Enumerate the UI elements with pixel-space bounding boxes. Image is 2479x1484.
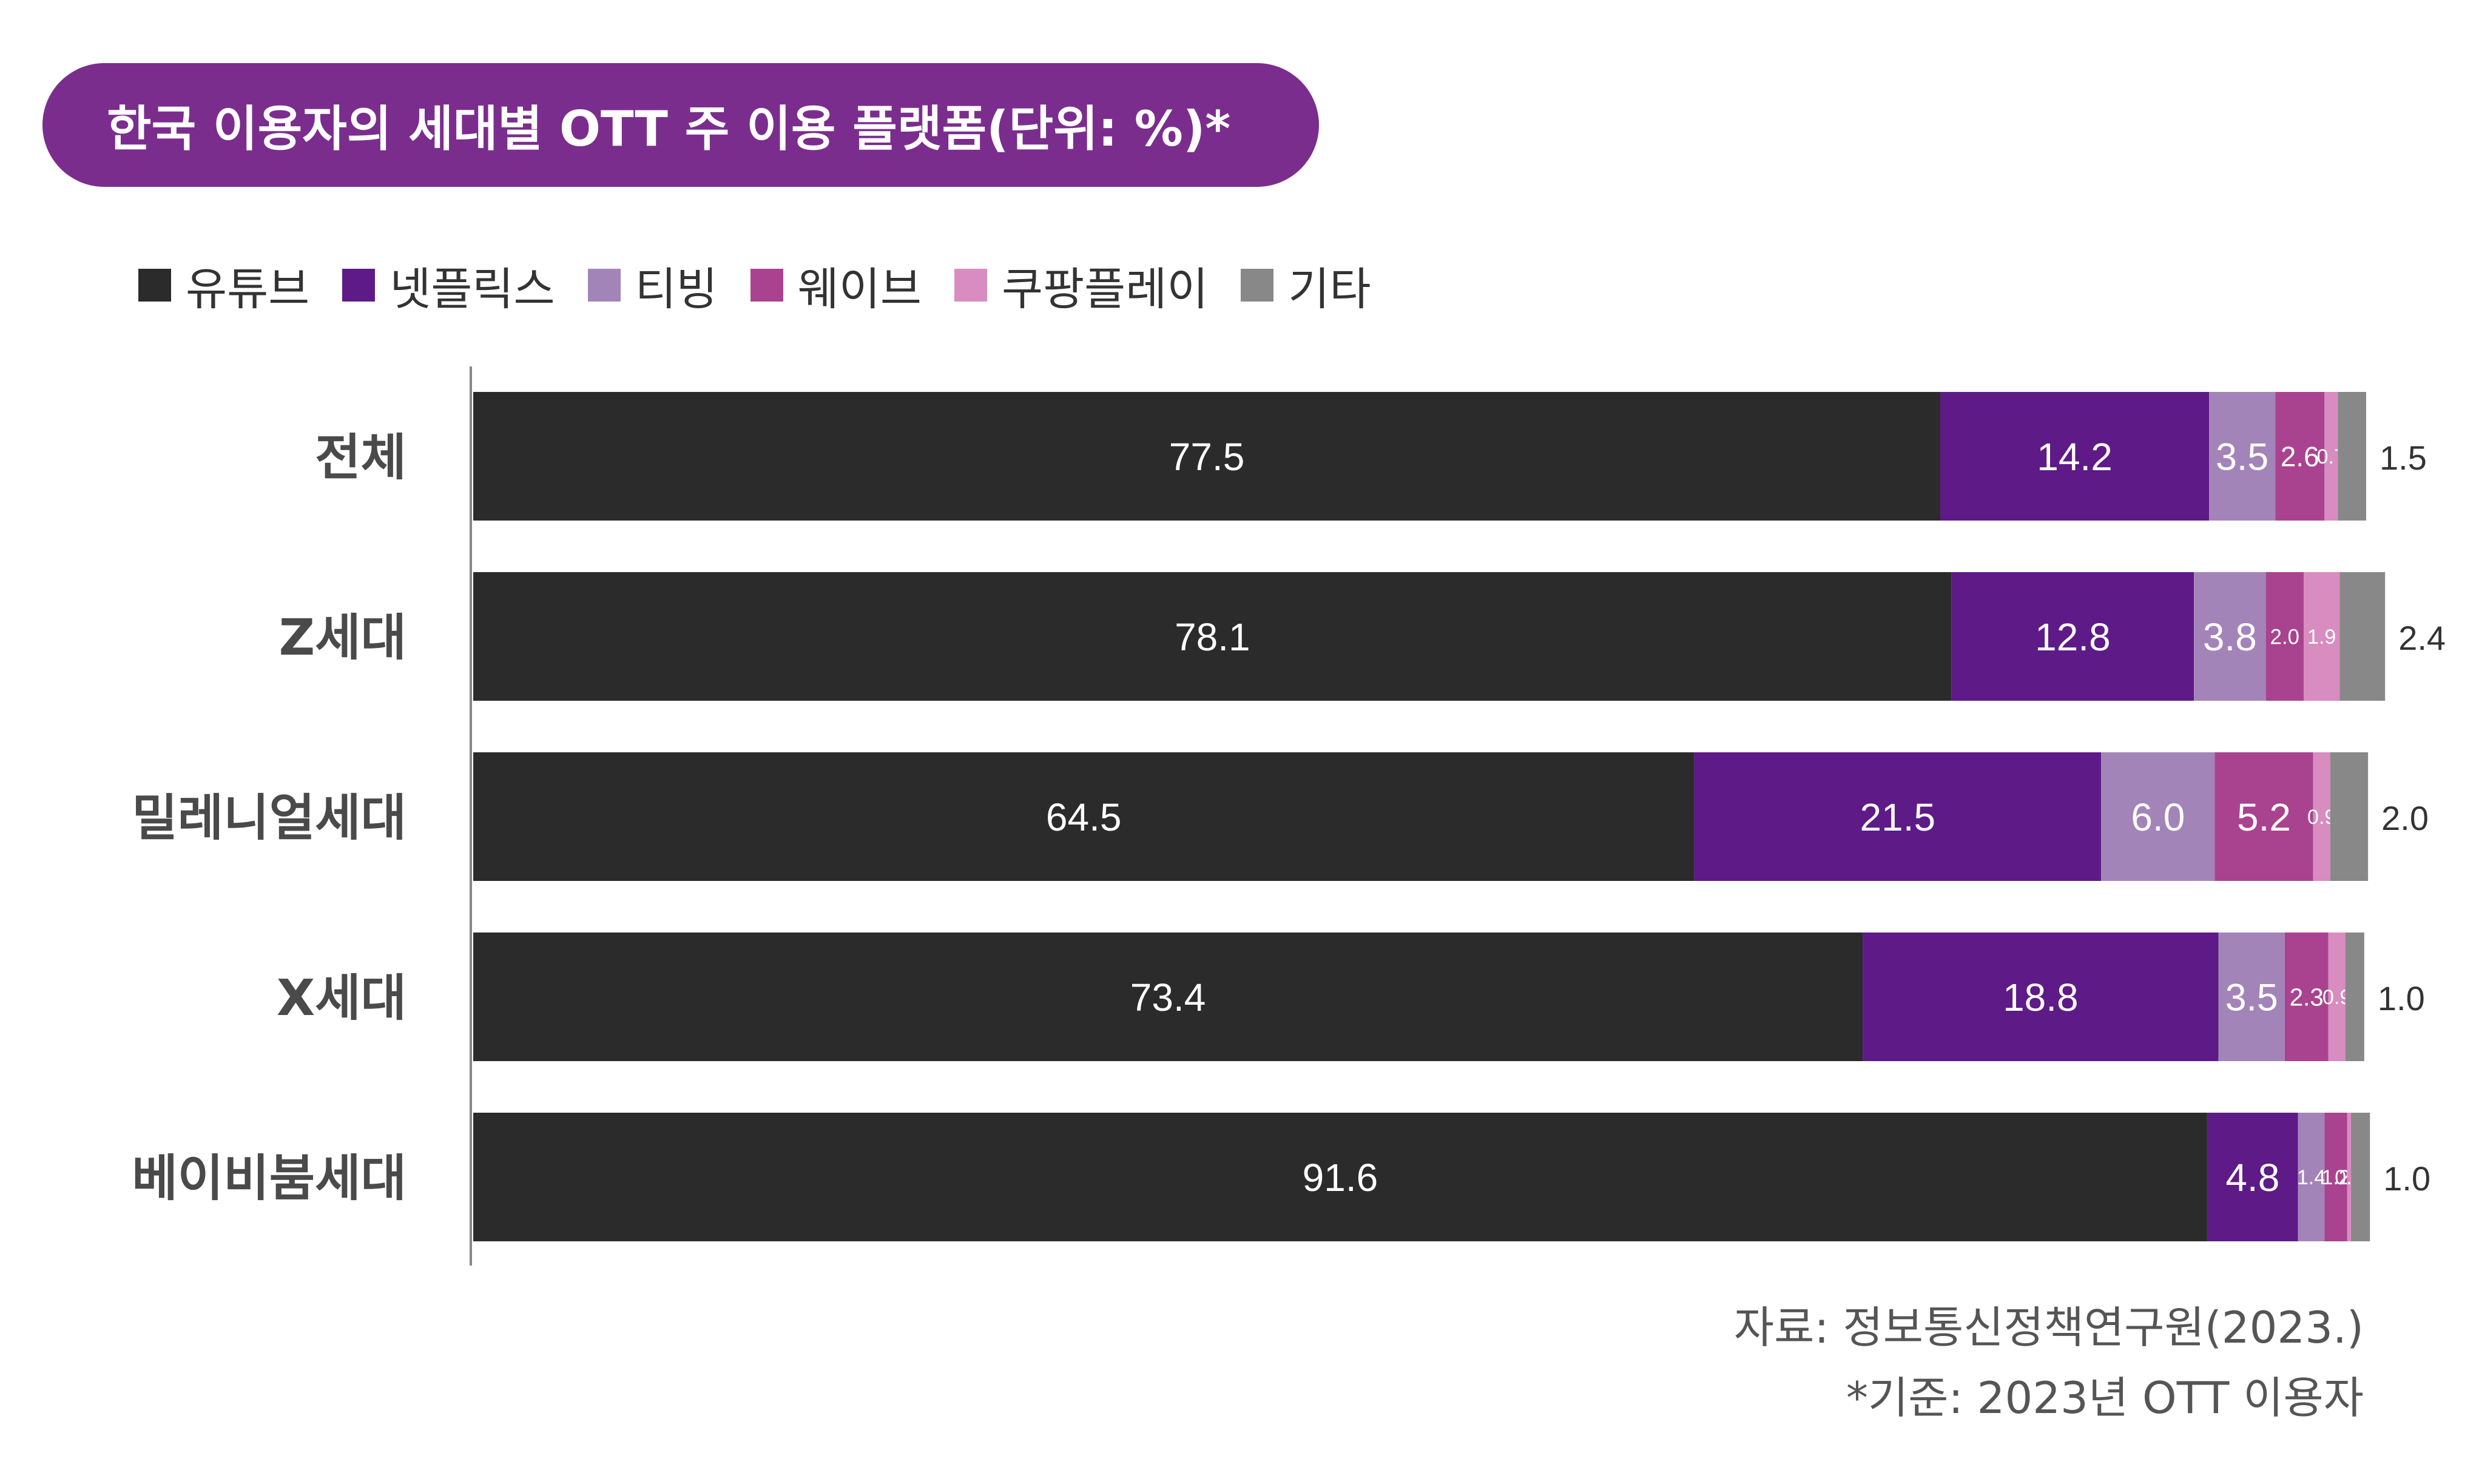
- bar-segment: [473, 392, 1940, 521]
- legend-label: 넷플릭스: [390, 263, 555, 315]
- bar-segment: [2275, 392, 2325, 521]
- data-label: 2.3: [2290, 983, 2324, 1011]
- bar-segment: [2313, 752, 2330, 881]
- bar-segment: [1940, 392, 2210, 521]
- bar-segment: [2338, 392, 2366, 521]
- bar-segment: [2298, 1113, 2325, 1241]
- data-label: 2.0: [2381, 799, 2429, 837]
- data-label: 12.8: [2035, 615, 2111, 659]
- legend-swatch: [750, 269, 783, 302]
- legend-item: 쿠팡플레이: [954, 253, 1208, 318]
- bar-segment: [2218, 933, 2285, 1061]
- data-label: 73.4: [1130, 976, 1206, 1019]
- legend-label: 티빙: [635, 263, 718, 315]
- bar-segment: [2330, 752, 2369, 881]
- basis-line: *기준: 2023년 OTT 이용자: [1846, 1372, 2364, 1423]
- data-label: 14.2: [2037, 435, 2113, 479]
- bar-segment: [473, 752, 1695, 881]
- data-label: 2.4: [2398, 619, 2446, 657]
- data-label: 2.6: [2281, 441, 2319, 473]
- bar-segment: [1694, 752, 2102, 881]
- data-label: 1.0: [2378, 979, 2425, 1017]
- bar-segment: [473, 572, 1952, 701]
- data-label: 78.1: [1175, 615, 1250, 659]
- bar-segment: [2324, 392, 2338, 521]
- data-label: 3.5: [2225, 977, 2278, 1019]
- bar-segment: [1863, 933, 2219, 1061]
- bar-segment: [473, 933, 1863, 1061]
- source-line: 자료: 정보통신정책연구원(2023.): [1733, 1302, 2364, 1353]
- legend-item: 넷플릭스: [342, 253, 555, 318]
- bar-segment: [2207, 1113, 2298, 1241]
- legend-label: 웨이브: [797, 263, 922, 315]
- category-label: 전체: [315, 429, 406, 487]
- source-note: 자료: 정보통신정책연구원(2023.) *기준: 2023년 OTT 이용자: [1734, 1292, 2364, 1433]
- chart-title: 한국 이용자의 세대별 OTT 주 이용 플랫폼(단위: %)*: [107, 101, 1231, 157]
- legend-label: 유튜브: [186, 263, 310, 315]
- legend-item: 웨이브: [750, 253, 922, 318]
- chart-title-pill: 한국 이용자의 세대별 OTT 주 이용 플랫폼(단위: %)*: [42, 63, 1319, 187]
- chart-legend: 유튜브 넷플릭스 티빙 웨이브 쿠팡플레이 기타: [138, 255, 1404, 315]
- bar-segment: [2214, 752, 2313, 881]
- data-label: 1.0: [2383, 1159, 2430, 1198]
- bar-segment: [2304, 572, 2340, 701]
- data-label: 1.4: [2297, 1166, 2326, 1189]
- category-label: X세대: [277, 970, 406, 1027]
- legend-item: 유튜브: [138, 253, 309, 318]
- legend-swatch: [342, 269, 376, 302]
- bar-segment: [1951, 572, 2194, 701]
- bar-segment: [2351, 1113, 2370, 1241]
- legend-swatch: [1241, 269, 1274, 302]
- data-label: 5.2: [2237, 795, 2291, 839]
- bar-segment: [2328, 933, 2346, 1061]
- category-label: 밀레니얼세대: [132, 789, 406, 847]
- bar-segment: [2324, 1113, 2347, 1241]
- bar-segment: [2209, 392, 2276, 521]
- legend-swatch: [587, 269, 621, 302]
- category-label: 베이비붐세대: [132, 1150, 406, 1207]
- data-label: 4.8: [2225, 1156, 2279, 1199]
- data-label: 2.0: [2270, 626, 2299, 649]
- bar-segment: [2339, 572, 2386, 701]
- data-label: 1.5: [2380, 439, 2427, 477]
- bar-segment: [2101, 752, 2215, 881]
- data-label: 3.5: [2216, 436, 2268, 479]
- bar-segment: [2345, 933, 2364, 1061]
- bar-segment: [2265, 572, 2304, 701]
- legend-swatch: [954, 269, 987, 302]
- legend-label: 쿠팡플레이: [1002, 263, 1209, 315]
- bar-segment: [2194, 572, 2266, 701]
- legend-item: 기타: [1241, 253, 1371, 318]
- data-label: 1.9: [2307, 626, 2336, 649]
- legend-swatch: [138, 269, 171, 302]
- data-label: 1.2: [2321, 1166, 2350, 1189]
- bar-segment: [2347, 1113, 2352, 1241]
- data-label: 91.6: [1303, 1156, 1378, 1199]
- data-label: 77.5: [1169, 435, 1245, 479]
- data-label: 6.0: [2131, 795, 2185, 839]
- legend-item: 티빙: [587, 253, 718, 318]
- data-label: 3.8: [2203, 615, 2257, 659]
- legend-label: 기타: [1288, 263, 1371, 315]
- bar-segment: [473, 1113, 2207, 1241]
- data-label: 18.8: [2003, 976, 2079, 1019]
- category-label: Z세대: [279, 609, 406, 667]
- data-label: 21.5: [1860, 795, 1936, 839]
- bar-segment: [2284, 933, 2329, 1061]
- data-label: 64.5: [1046, 795, 1122, 839]
